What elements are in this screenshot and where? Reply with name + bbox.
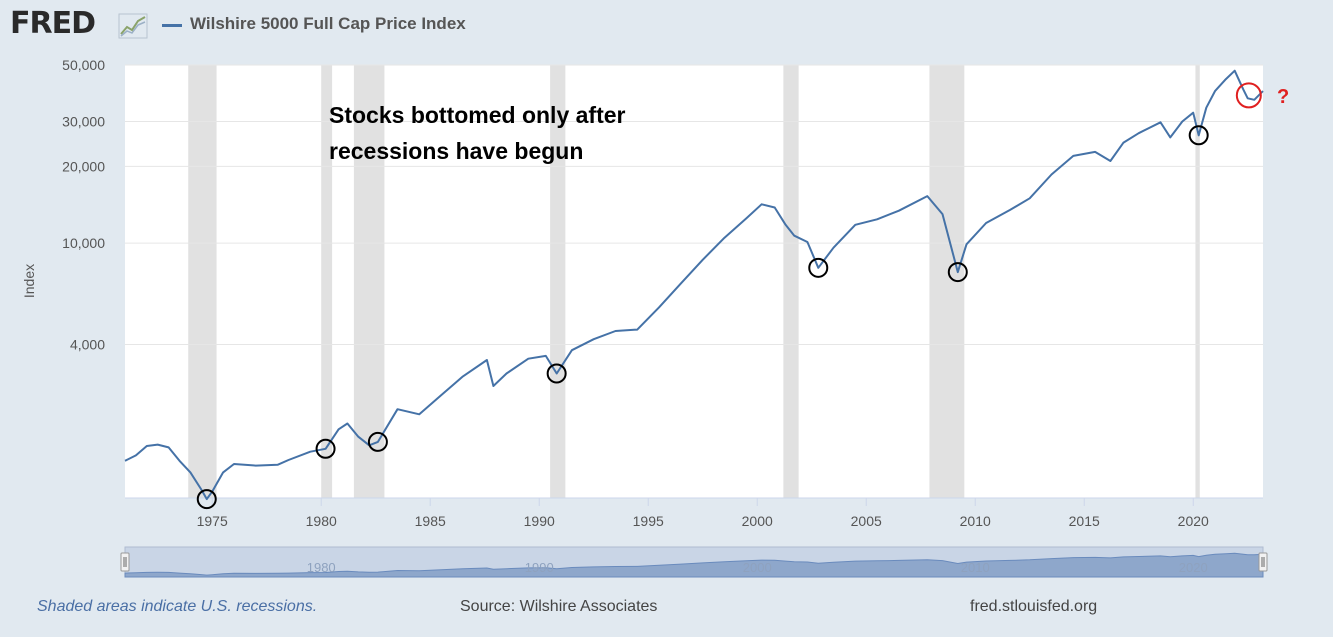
series-title[interactable]: Wilshire 5000 Full Cap Price Index [190, 14, 466, 33]
x-tick-label: 2005 [851, 513, 882, 529]
source-text: Source: Wilshire Associates [460, 598, 658, 615]
navigator-area [124, 552, 1264, 578]
recession-band [783, 65, 799, 498]
annotation-text-line2: recessions have begun [329, 138, 583, 164]
y-tick-label: 20,000 [62, 158, 105, 174]
navigator-label: 2020 [1179, 560, 1208, 575]
bottom-circle-marker [367, 431, 388, 452]
x-tick-label: 1990 [524, 513, 555, 529]
navigator-label: 1980 [307, 560, 336, 575]
recession-band [321, 65, 333, 498]
site-link[interactable]: fred.stlouisfed.org [970, 598, 1098, 615]
plot-area [125, 65, 1263, 498]
chart-trend-icon [118, 13, 148, 39]
x-tick-label: 2020 [1178, 513, 1209, 529]
recession-band [188, 65, 217, 498]
navigator-label: 2010 [961, 560, 990, 575]
chart-header: FRED Wilshire 5000 Full Cap Price Index [0, 0, 1333, 55]
bottom-circle-marker [196, 489, 217, 510]
y-axis-label: Index [21, 264, 37, 298]
recession-band [550, 65, 566, 498]
navigator-label: 2000 [743, 560, 772, 575]
question-mark: ? [1277, 86, 1289, 108]
x-tick-label: 2010 [960, 513, 991, 529]
navigator-handle-left[interactable] [120, 552, 130, 572]
bottom-circle-marker [1188, 125, 1209, 146]
series-line [124, 69, 1264, 501]
bottom-circle-marker [315, 438, 336, 459]
x-tick-label: 1985 [415, 513, 446, 529]
y-tick-label: 10,000 [62, 235, 105, 251]
y-tick-label: 30,000 [62, 114, 105, 130]
x-tick-label: 2000 [742, 513, 773, 529]
y-tick-label: 4,000 [70, 337, 105, 353]
navigator-handle-right[interactable] [1258, 552, 1268, 572]
recession-note: Shaded areas indicate U.S. recessions. [37, 598, 318, 615]
x-tick-label: 1975 [197, 513, 228, 529]
recession-band [1195, 65, 1200, 498]
bottom-circle-marker [808, 257, 829, 278]
x-tick-label: 1980 [306, 513, 337, 529]
red-circle-marker [1235, 82, 1262, 109]
x-tick-label: 2015 [1069, 513, 1100, 529]
x-tick-label: 1995 [633, 513, 664, 529]
navigator-label: 1990 [525, 560, 554, 575]
y-tick-label: 50,000 [62, 57, 105, 73]
bottom-circle-marker [947, 262, 968, 283]
recession-band [353, 65, 385, 498]
legend-line-swatch [162, 24, 182, 27]
annotation-text-line1: Stocks bottomed only after [329, 102, 626, 128]
fred-logo[interactable]: FRED [10, 6, 96, 41]
bottom-circle-marker [546, 363, 567, 384]
